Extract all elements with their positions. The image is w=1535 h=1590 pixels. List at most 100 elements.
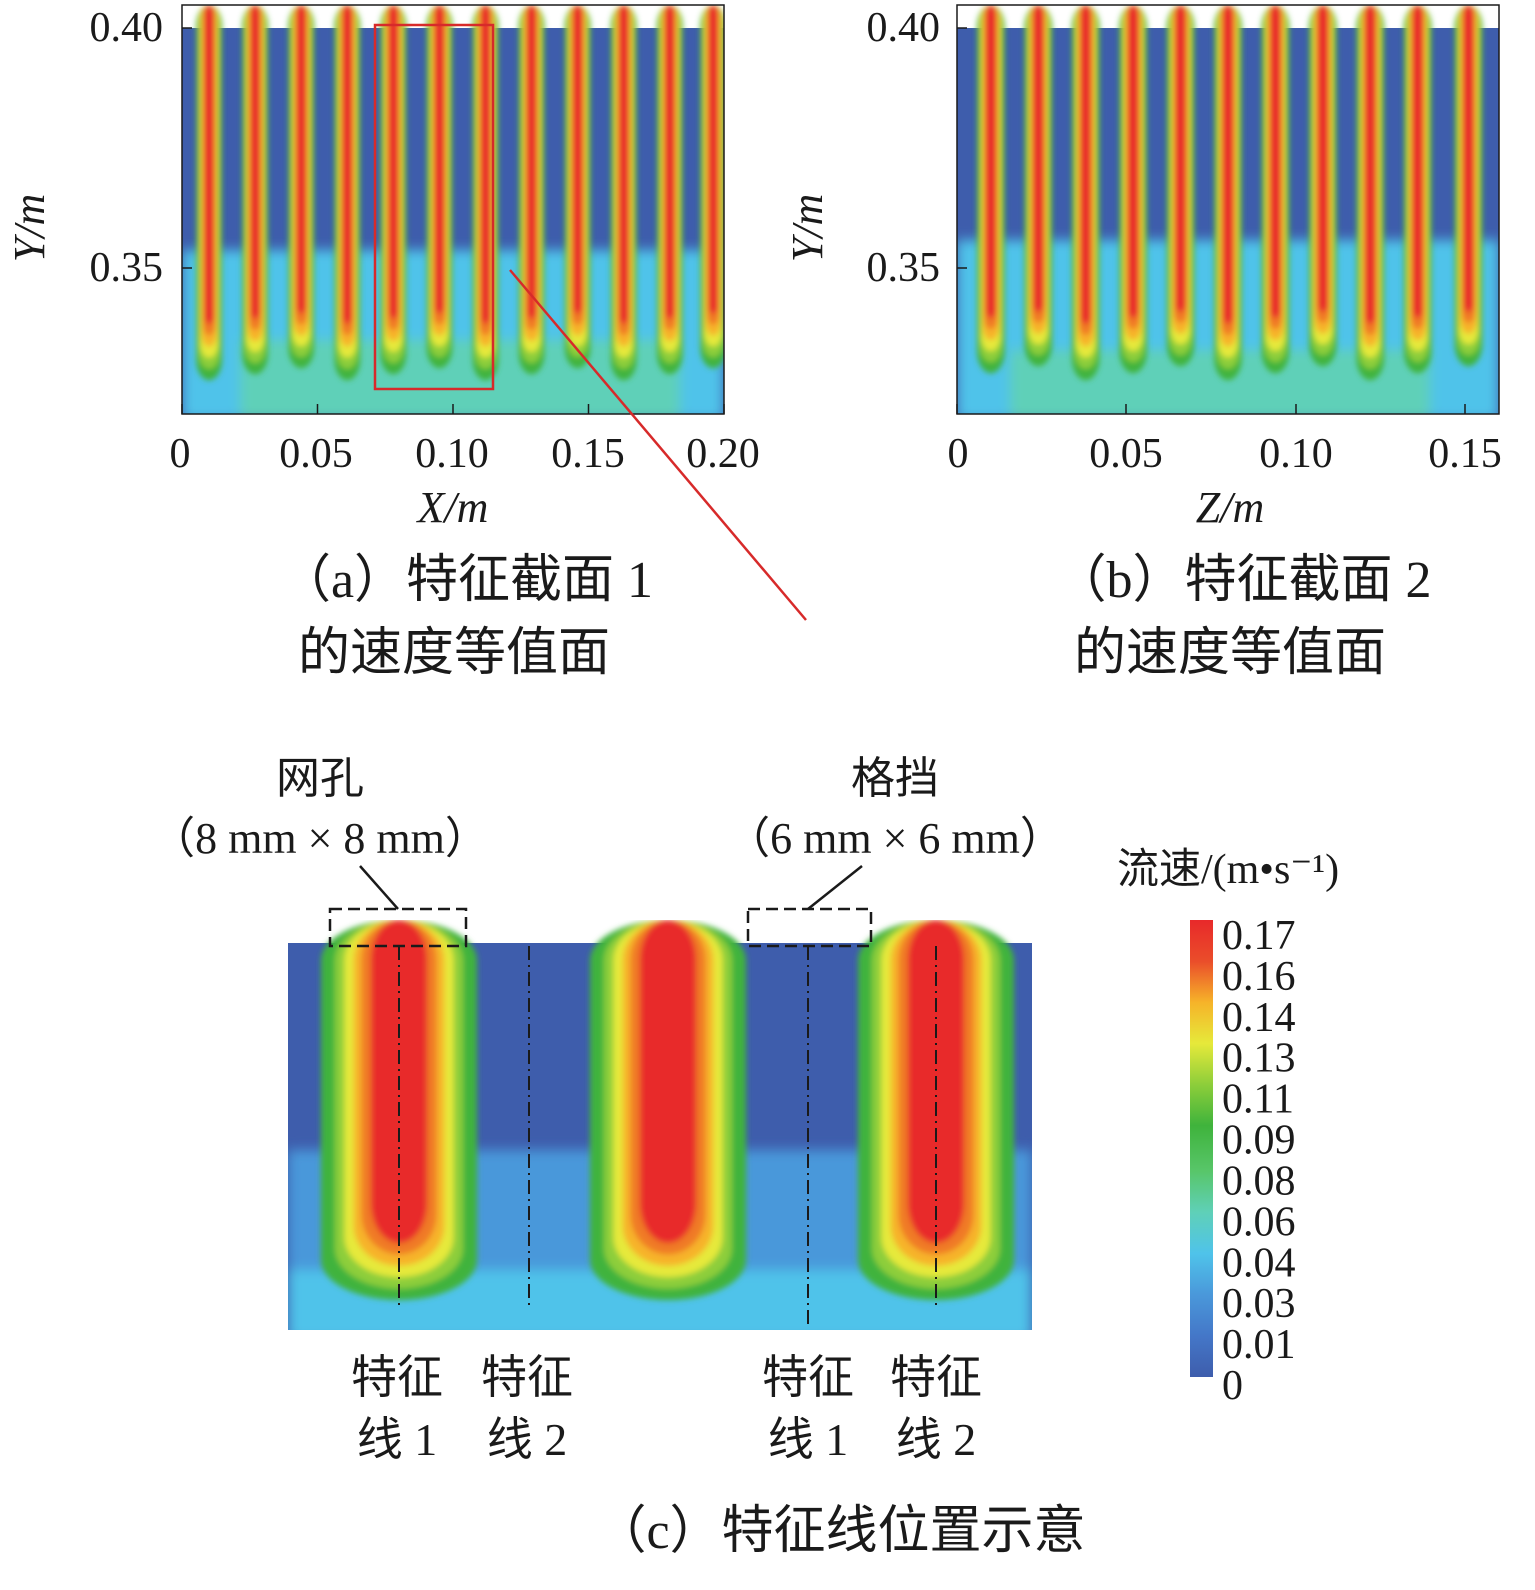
panel-a-jet-field — [196, 5, 724, 381]
colorbar-labels: 0.170.160.140.130.110.090.080.060.040.03… — [1222, 913, 1296, 1409]
panel-c-jet-layer — [639, 920, 697, 1243]
panel-a-ytick-label: 0.35 — [90, 245, 164, 291]
panel-a-title-line2: 的速度等值面 — [298, 625, 610, 682]
panel-a-jet-layer — [204, 5, 214, 324]
colorbar-gradient — [1190, 920, 1213, 1377]
panel-a-jet — [518, 5, 545, 375]
panel-c-plot-area — [288, 920, 1032, 1330]
panel-b-jet-layer — [1222, 5, 1234, 324]
panel-a-jet-layer — [296, 5, 306, 314]
panel-b-jet — [1166, 5, 1195, 367]
feature-line-label-top: 特征 — [762, 1352, 854, 1403]
colorbar-tick-label: 0 — [1222, 1363, 1243, 1409]
mesh-hole-size-label: （8 mm × 8 mm） — [151, 814, 489, 863]
panel-c: 网孔 （8 mm × 8 mm） 格挡 （6 mm × 6 mm） 特征 线 1… — [151, 754, 1085, 1560]
panel-a-jet-layer — [250, 5, 260, 319]
panel-a-xtick-label: 0.10 — [415, 431, 489, 477]
panel-a-xtick-label: 0.20 — [686, 431, 760, 477]
panel-b-y-ticks: 0.40 0.35 — [867, 5, 967, 291]
panel-b: 0.40 0.35 0 0.05 0.10 0.15 Z/m Y/m （b）特征… — [783, 4, 1502, 682]
panel-a-jet — [380, 5, 407, 375]
panel-b-ytick-label: 0.40 — [867, 5, 941, 51]
panel-b-xtick-label: 0.05 — [1089, 431, 1163, 477]
panel-c-jet-field — [321, 920, 1014, 1300]
panel-b-jet-layer — [1365, 5, 1376, 324]
panel-a-x-ticks: 0 0.05 0.10 0.15 0.20 — [170, 404, 760, 477]
panel-a-y-axis-label: Y/m — [5, 194, 54, 262]
panel-b-jet — [1119, 5, 1148, 374]
panel-b-xtick-label: 0 — [948, 431, 969, 477]
panel-a-jet-layer — [619, 5, 629, 324]
panel-b-jet — [1024, 5, 1053, 367]
panel-a-jet — [656, 5, 683, 375]
colorbar-tick-label: 0.08 — [1222, 1158, 1296, 1204]
colorbar: 流速/(m•s⁻¹) 0.170.160.140.130.110.090.080… — [1117, 847, 1339, 1409]
panel-a-plot-area — [182, 5, 724, 414]
colorbar-tick-label: 0.06 — [1222, 1199, 1296, 1245]
grid-bar-leader — [807, 865, 863, 910]
colorbar-tick-label: 0.04 — [1222, 1240, 1296, 1286]
feature-line-label-bottom: 线 1 — [357, 1414, 438, 1465]
panel-a-zoom-box — [373, 23, 495, 391]
feature-line-label-top: 特征 — [481, 1352, 573, 1403]
panel-a-ytick-label: 0.40 — [90, 5, 164, 51]
panel-a-jet — [564, 5, 591, 369]
panel-b-plot-area — [957, 5, 1499, 414]
panel-a-jet-layer — [480, 5, 491, 324]
panel-a-jet — [196, 5, 223, 381]
panel-b-title-line1: （b）特征截面 2 — [1054, 552, 1431, 609]
panel-a-jet-layer — [388, 5, 399, 319]
panel-a-x-axis-label: X/m — [416, 483, 489, 532]
panel-b-jet-layer — [1033, 5, 1044, 313]
panel-a-xtick-label: 0.15 — [551, 431, 625, 477]
panel-a: 0.40 0.35 0 0.05 0.10 0.15 0.20 X/m Y/m … — [5, 4, 760, 682]
panel-a-jet — [334, 5, 361, 381]
panel-a-y-ticks: 0.40 0.35 — [90, 5, 192, 291]
panel-a-jet — [288, 5, 315, 369]
panel-a-jet — [472, 5, 499, 381]
feature-line-label-bottom: 线 2 — [487, 1414, 568, 1465]
panel-c-jet — [590, 920, 746, 1300]
panel-b-jet-layer — [1463, 5, 1474, 313]
panel-c-jet — [321, 920, 477, 1300]
panel-a-xtick-label: 0 — [170, 431, 191, 477]
panel-b-jet-layer — [1317, 5, 1328, 313]
panel-a-jet — [242, 5, 269, 375]
colorbar-tick-label: 0.14 — [1222, 995, 1296, 1041]
panel-b-jet — [1261, 5, 1290, 374]
panel-a-jets — [196, 5, 724, 381]
colorbar-tick-label: 0.17 — [1222, 913, 1296, 959]
panel-a-lower-mix — [182, 250, 724, 414]
panel-b-jet — [1071, 5, 1100, 381]
panel-b-ytick-label: 0.35 — [867, 245, 941, 291]
panel-b-jet — [1454, 5, 1483, 367]
panel-b-jet — [1356, 5, 1385, 381]
panel-a-xtick-label: 0.05 — [279, 431, 353, 477]
panel-b-jet — [1403, 5, 1432, 374]
panel-b-jet-field — [976, 5, 1483, 381]
panel-a-jet-layer — [342, 5, 352, 324]
panel-b-jet-layer — [1080, 5, 1091, 324]
panel-b-jet — [1214, 5, 1242, 381]
panel-a-jet-layer — [665, 5, 675, 319]
panel-b-jet-layer — [985, 5, 996, 318]
panel-b-xtick-label: 0.15 — [1428, 431, 1502, 477]
panel-b-y-axis-label: Y/m — [783, 194, 832, 262]
panel-c-title: （c）特征线位置示意 — [594, 1503, 1085, 1560]
mesh-hole-label: 网孔 — [276, 754, 364, 803]
panel-c-jets — [321, 920, 1014, 1300]
colorbar-tick-label: 0.01 — [1222, 1322, 1296, 1368]
colorbar-tick-label: 0.03 — [1222, 1281, 1296, 1327]
feature-line-label-bottom: 线 2 — [896, 1414, 977, 1465]
panel-b-jets — [976, 5, 1483, 381]
colorbar-tick-label: 0.16 — [1222, 954, 1296, 1000]
panel-a-jet-layer — [572, 5, 583, 314]
panel-b-jet-layer — [1175, 5, 1186, 313]
colorbar-tick-label: 0.13 — [1222, 1036, 1296, 1082]
panel-b-jet-layer — [1128, 5, 1139, 318]
grid-bar-size-label: （6 mm × 6 mm） — [726, 814, 1064, 863]
mesh-hole-leader — [359, 865, 399, 910]
panel-a-jet-layer — [708, 5, 718, 314]
panel-a-jet-layer — [434, 5, 445, 314]
